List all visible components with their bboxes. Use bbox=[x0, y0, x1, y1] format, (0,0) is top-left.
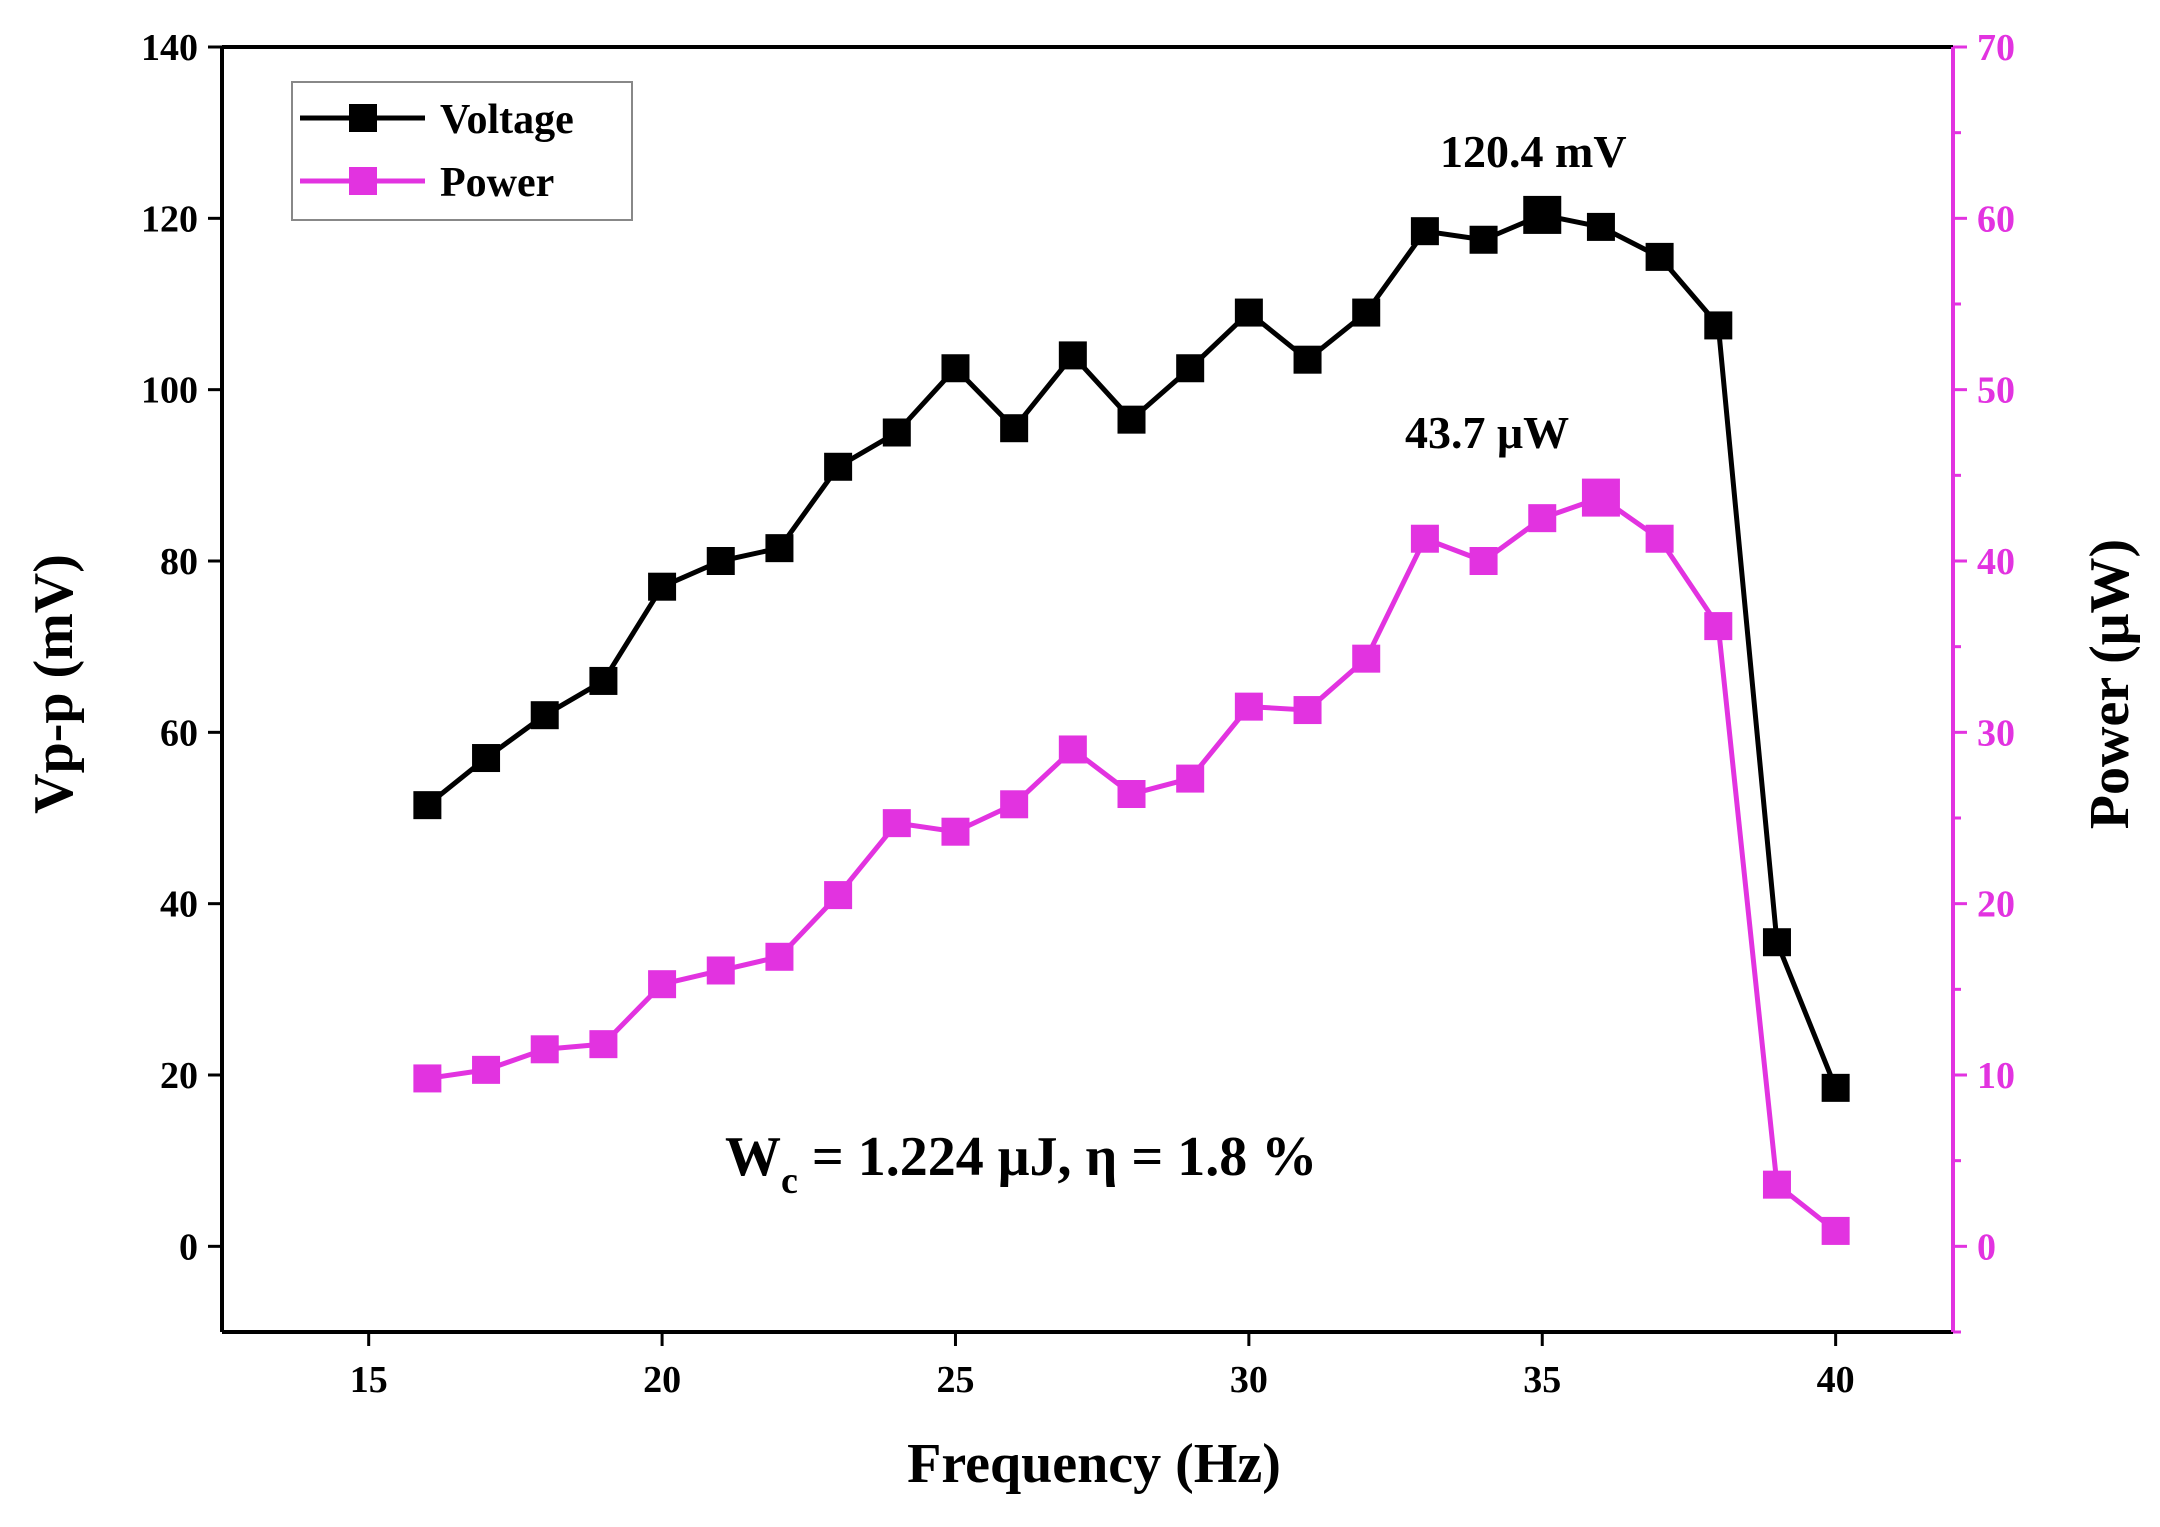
data-point-voltage bbox=[1176, 354, 1205, 383]
data-point-voltage bbox=[648, 572, 677, 601]
legend-box bbox=[291, 81, 633, 221]
y-left-tick-label: 100 bbox=[141, 370, 198, 412]
data-point-power bbox=[1000, 790, 1029, 819]
data-point-power bbox=[1645, 524, 1674, 553]
data-point-power bbox=[1821, 1216, 1850, 1245]
y-left-tick-label: 120 bbox=[141, 198, 198, 240]
data-point-voltage bbox=[1234, 298, 1263, 327]
data-point-power bbox=[706, 956, 735, 985]
data-point-power bbox=[1762, 1170, 1791, 1199]
y-left-tick-label: 20 bbox=[160, 1055, 198, 1097]
data-point-voltage bbox=[1058, 341, 1087, 370]
x-tick-label: 25 bbox=[936, 1359, 974, 1401]
data-point-voltage bbox=[706, 547, 735, 575]
y-right-tick-label: 20 bbox=[1977, 884, 2015, 926]
data-point-voltage bbox=[1117, 405, 1146, 434]
y-left-tick-label: 80 bbox=[160, 541, 198, 583]
data-point-power bbox=[413, 1064, 442, 1093]
data-point-voltage bbox=[472, 744, 501, 773]
data-point-voltage bbox=[765, 534, 794, 563]
data-point-voltage bbox=[1586, 212, 1615, 241]
data-point-voltage bbox=[824, 452, 853, 481]
y-left-tick-label: 60 bbox=[160, 712, 198, 754]
y-left-axis-title: Vp-p (mV) bbox=[23, 554, 85, 814]
formula-annotation: Wc = 1.224 μJ, η = 1.8 % bbox=[725, 1126, 1317, 1202]
data-point-voltage bbox=[882, 418, 911, 447]
voltage-peak-annotation: 120.4 mV bbox=[1440, 126, 1627, 177]
data-point-power bbox=[1469, 547, 1498, 575]
data-point-power bbox=[1352, 644, 1381, 673]
legend-power-label: Power bbox=[440, 160, 554, 206]
formula-w: W bbox=[725, 1126, 781, 1188]
series-line-voltage bbox=[425, 212, 1838, 1089]
y-right-tick-label: 50 bbox=[1977, 370, 2015, 412]
data-point-power bbox=[765, 942, 794, 971]
data-point-voltage bbox=[413, 791, 442, 820]
data-point-power bbox=[1581, 478, 1620, 517]
axes-layer: 15 20 25 30 35 40 0 20 40 60 80 100 120 140 0 10 20 30 40 5… bbox=[141, 27, 2015, 1401]
y-right-tick-label: 70 bbox=[1977, 27, 2015, 69]
legend-voltage-marker bbox=[349, 104, 377, 132]
data-point-power bbox=[1528, 504, 1557, 533]
data-point-power bbox=[530, 1035, 559, 1064]
data-point-voltage bbox=[1469, 225, 1498, 254]
legend-voltage-label: Voltage bbox=[440, 97, 574, 143]
data-point-power bbox=[882, 809, 911, 838]
legend: Voltage Power bbox=[291, 81, 633, 221]
formula-subscript: c bbox=[781, 1160, 798, 1202]
data-point-power bbox=[1176, 764, 1205, 793]
y-right-tick-label: 30 bbox=[1977, 712, 2015, 754]
data-point-power bbox=[824, 881, 853, 910]
data-point-voltage bbox=[1000, 414, 1029, 443]
data-point-voltage bbox=[1704, 311, 1733, 340]
data-point-power bbox=[1704, 612, 1733, 641]
data-point-voltage bbox=[589, 666, 618, 695]
x-tick-label: 40 bbox=[1817, 1359, 1855, 1401]
x-axis-title: Frequency (Hz) bbox=[907, 1433, 1281, 1495]
data-point-power bbox=[472, 1055, 501, 1084]
y-right-tick-label: 60 bbox=[1977, 198, 2015, 240]
y-right-axis-title: Power (μW) bbox=[2079, 539, 2141, 829]
series-line-power bbox=[427, 495, 1838, 1233]
x-tick-label: 20 bbox=[643, 1359, 681, 1401]
formula-rest: = 1.224 μJ, η = 1.8 % bbox=[798, 1126, 1317, 1188]
power-peak-annotation: 43.7 μW bbox=[1405, 407, 1569, 458]
data-point-voltage bbox=[1293, 345, 1322, 374]
y-left-tick-label: 140 bbox=[141, 27, 198, 69]
y-left-tick-label: 40 bbox=[160, 884, 198, 926]
data-point-power bbox=[941, 817, 970, 846]
y-right-tick-label: 0 bbox=[1977, 1226, 1996, 1268]
data-point-voltage bbox=[941, 354, 970, 383]
data-point-power bbox=[589, 1030, 618, 1059]
x-tick-label: 15 bbox=[350, 1359, 388, 1401]
data-point-power bbox=[1410, 524, 1439, 553]
x-tick-label: 35 bbox=[1523, 1359, 1561, 1401]
data-point-voltage bbox=[530, 701, 559, 730]
series-layer bbox=[413, 195, 1850, 1245]
legend-power-marker bbox=[349, 167, 377, 195]
y-left-tick-label: 0 bbox=[179, 1226, 198, 1268]
data-point-voltage bbox=[1762, 928, 1791, 957]
y-right-tick-label: 40 bbox=[1977, 541, 2015, 583]
data-point-power bbox=[1117, 780, 1146, 809]
data-point-power bbox=[1234, 692, 1263, 721]
y-right-tick-label: 10 bbox=[1977, 1055, 2015, 1097]
data-point-voltage bbox=[1645, 242, 1674, 271]
data-point-power bbox=[1293, 696, 1322, 725]
x-tick-label: 30 bbox=[1230, 1359, 1268, 1401]
data-point-power bbox=[648, 970, 677, 999]
data-point-voltage bbox=[1410, 217, 1439, 246]
data-point-voltage bbox=[1523, 195, 1562, 234]
data-point-voltage bbox=[1352, 298, 1381, 327]
data-point-voltage bbox=[1821, 1073, 1850, 1102]
data-point-power bbox=[1058, 735, 1087, 764]
